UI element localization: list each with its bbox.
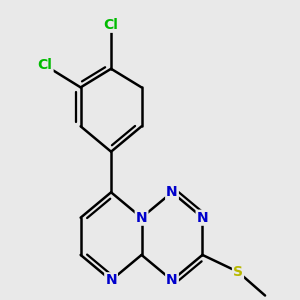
Text: Cl: Cl [38,58,52,72]
Text: N: N [196,211,208,225]
Text: N: N [166,273,178,287]
Text: Cl: Cl [103,18,118,32]
Text: N: N [166,185,178,199]
Text: N: N [105,273,117,287]
Text: S: S [233,265,243,279]
Text: N: N [136,211,147,225]
